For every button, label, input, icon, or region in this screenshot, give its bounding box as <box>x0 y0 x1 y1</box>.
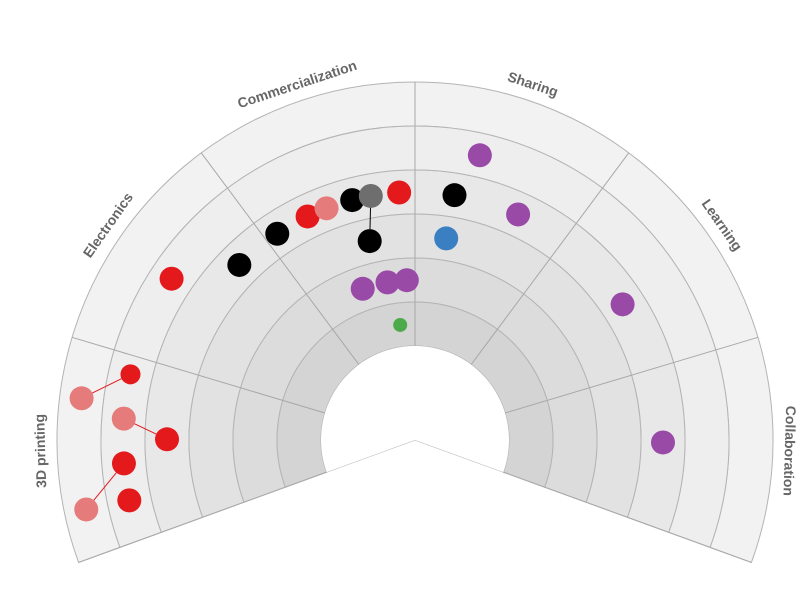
radar-item-3d-printing[interactable] <box>69 386 94 411</box>
radar-item-commercialization[interactable] <box>394 268 419 293</box>
radar-item-sharing[interactable] <box>442 183 467 208</box>
radar-item-commercialization[interactable] <box>393 317 408 332</box>
radar-item-sharing[interactable] <box>506 202 531 227</box>
radar-item-commercialization[interactable] <box>358 183 383 208</box>
radar-item-3d-printing[interactable] <box>155 427 180 452</box>
sector-divider <box>71 336 326 414</box>
radar-item-commercialization[interactable] <box>350 276 375 301</box>
radar-item-commercialization[interactable] <box>265 221 290 246</box>
sector-divider <box>504 336 759 414</box>
radar-item-electronics[interactable] <box>227 252 252 277</box>
radar-item-3d-printing[interactable] <box>111 451 136 476</box>
radar-items <box>69 143 675 522</box>
sector-divider <box>200 152 360 365</box>
radar-item-3d-printing[interactable] <box>117 488 142 513</box>
radar-item-3d-printing[interactable] <box>74 497 99 522</box>
radar-item-commercialization[interactable] <box>340 188 365 213</box>
radar-item-electronics[interactable] <box>159 266 184 291</box>
radar-item-3d-printing[interactable] <box>111 406 136 431</box>
radar-item-collaboration[interactable] <box>650 430 675 455</box>
radar-item-sharing[interactable] <box>434 226 459 251</box>
sector-label-3d-printing: 3D printing <box>31 414 49 488</box>
sector-divider <box>503 471 752 563</box>
radar-rings <box>56 81 774 564</box>
sector-label-sharing: Sharing <box>506 68 561 100</box>
radar-item-sharing[interactable] <box>467 143 492 168</box>
radar-item-commercialization[interactable] <box>314 196 339 221</box>
radar-item-commercialization[interactable] <box>387 180 412 205</box>
sector-label-collaboration: Collaboration <box>781 406 800 497</box>
sector-dividers <box>71 82 759 563</box>
radar-item-3d-printing[interactable] <box>120 364 141 385</box>
radar-center-hole <box>321 346 510 473</box>
radar-item-commercialization[interactable] <box>375 270 400 295</box>
radar-item-commercialization[interactable] <box>295 204 320 229</box>
radar-item-commercialization[interactable] <box>357 229 382 254</box>
radar-item-learning[interactable] <box>610 292 635 317</box>
sector-divider <box>78 471 327 563</box>
sector-divider <box>470 152 630 365</box>
